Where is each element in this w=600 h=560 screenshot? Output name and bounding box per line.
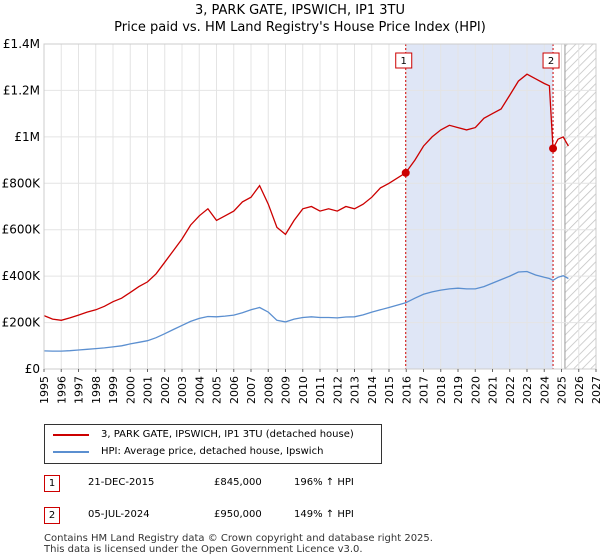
legend-swatch-hpi — [53, 450, 89, 453]
y-tick-label: £1.2M — [3, 83, 40, 97]
sale-label: 1 — [401, 56, 407, 67]
x-tick-label: 2000 — [124, 376, 137, 404]
y-tick-label: £0 — [25, 362, 40, 376]
y-tick-label: £1M — [14, 130, 40, 144]
sale-row: 2 05-JUL-2024 £950,000 149% ↑ HPI — [44, 507, 464, 525]
y-tick-label: £600K — [2, 223, 42, 237]
sale-point — [401, 168, 410, 177]
sale-badge: 1 — [44, 475, 60, 492]
x-tick-label: 2004 — [193, 376, 206, 404]
chart-subtitle: Price paid vs. HM Land Registry's House … — [114, 20, 486, 35]
footer-line-2: This data is licensed under the Open Gov… — [44, 544, 363, 555]
sale-price: £845,000 — [214, 477, 262, 488]
y-tick-label: £800K — [2, 176, 42, 190]
sale-price: £950,000 — [214, 509, 262, 520]
x-tick-label: 2012 — [331, 376, 344, 404]
sale-hpi-change: 149% ↑ HPI — [294, 509, 354, 520]
legend: 3, PARK GATE, IPSWICH, IP1 3TU (detached… — [44, 424, 382, 464]
x-tick-label: 2014 — [366, 376, 379, 404]
x-tick-label: 2020 — [469, 376, 482, 404]
x-tick-label: 2026 — [573, 376, 586, 404]
x-tick-label: 2002 — [159, 376, 172, 404]
x-tick-label: 2023 — [521, 376, 534, 404]
x-tick-label: 1997 — [73, 376, 86, 404]
legend-item-property: 3, PARK GATE, IPSWICH, IP1 3TU (detached… — [53, 429, 354, 440]
x-tick-label: 2006 — [228, 376, 241, 404]
legend-label-property: 3, PARK GATE, IPSWICH, IP1 3TU (detached… — [101, 429, 354, 440]
sale-row: 1 21-DEC-2015 £845,000 196% ↑ HPI — [44, 475, 464, 493]
x-tick-label: 2018 — [435, 376, 448, 404]
chart-title: 3, PARK GATE, IPSWICH, IP1 3TU — [194, 3, 406, 18]
sale-label: 2 — [548, 56, 554, 67]
x-tick-label: 2025 — [556, 376, 569, 404]
x-tick-label: 2013 — [349, 376, 362, 404]
x-tick-label: 2022 — [504, 376, 517, 404]
x-tick-label: 2007 — [245, 376, 258, 404]
x-tick-label: 2005 — [211, 376, 224, 404]
legend-swatch-property — [53, 433, 89, 436]
x-tick-label: 2016 — [400, 376, 413, 404]
sale-label-box — [395, 52, 413, 69]
x-tick-label: 2003 — [176, 376, 189, 404]
footer-line-1: Contains HM Land Registry data © Crown c… — [44, 533, 433, 544]
legend-label-hpi: HPI: Average price, detached house, Ipsw… — [101, 446, 324, 457]
x-tick-label: 2010 — [297, 376, 310, 404]
footer: Contains HM Land Registry data © Crown c… — [44, 533, 433, 555]
x-tick-label: 2027 — [590, 376, 600, 404]
x-tick-label: 1995 — [38, 376, 51, 404]
x-tick-label: 2011 — [314, 376, 327, 404]
x-tick-label: 1999 — [107, 376, 120, 404]
x-tick-label: 2021 — [487, 376, 500, 404]
x-tick-label: 2024 — [538, 376, 551, 404]
sale-point — [549, 144, 558, 153]
sale-badge: 2 — [44, 507, 60, 524]
property-price-line — [43, 73, 569, 321]
legend-item-hpi: HPI: Average price, detached house, Ipsw… — [53, 446, 323, 457]
sale-date: 21-DEC-2015 — [88, 477, 155, 488]
future-hatch — [564, 44, 596, 369]
x-tick-label: 2008 — [262, 376, 275, 404]
hpi-line — [43, 270, 569, 352]
x-tick-label: 1998 — [90, 376, 103, 404]
y-tick-label: £200K — [2, 316, 42, 330]
x-tick-label: 1996 — [55, 376, 68, 404]
x-tick-label: 2017 — [418, 376, 431, 404]
x-tick-label: 2019 — [452, 376, 465, 404]
sale-date: 05-JUL-2024 — [88, 509, 150, 520]
x-tick-label: 2015 — [383, 376, 396, 404]
sale-hpi-change: 196% ↑ HPI — [294, 477, 354, 488]
y-tick-label: £400K — [2, 269, 42, 283]
x-tick-label: 2001 — [142, 376, 155, 404]
y-tick-label: £1.4M — [3, 37, 40, 51]
sale-label-box — [542, 52, 560, 69]
x-tick-label: 2009 — [280, 376, 293, 404]
price-chart: 1 2 £0 £200K £400K £600K £800K £1M £1.2M £1.4M 199… — [2, 37, 600, 404]
ownership-shading — [405, 44, 554, 369]
